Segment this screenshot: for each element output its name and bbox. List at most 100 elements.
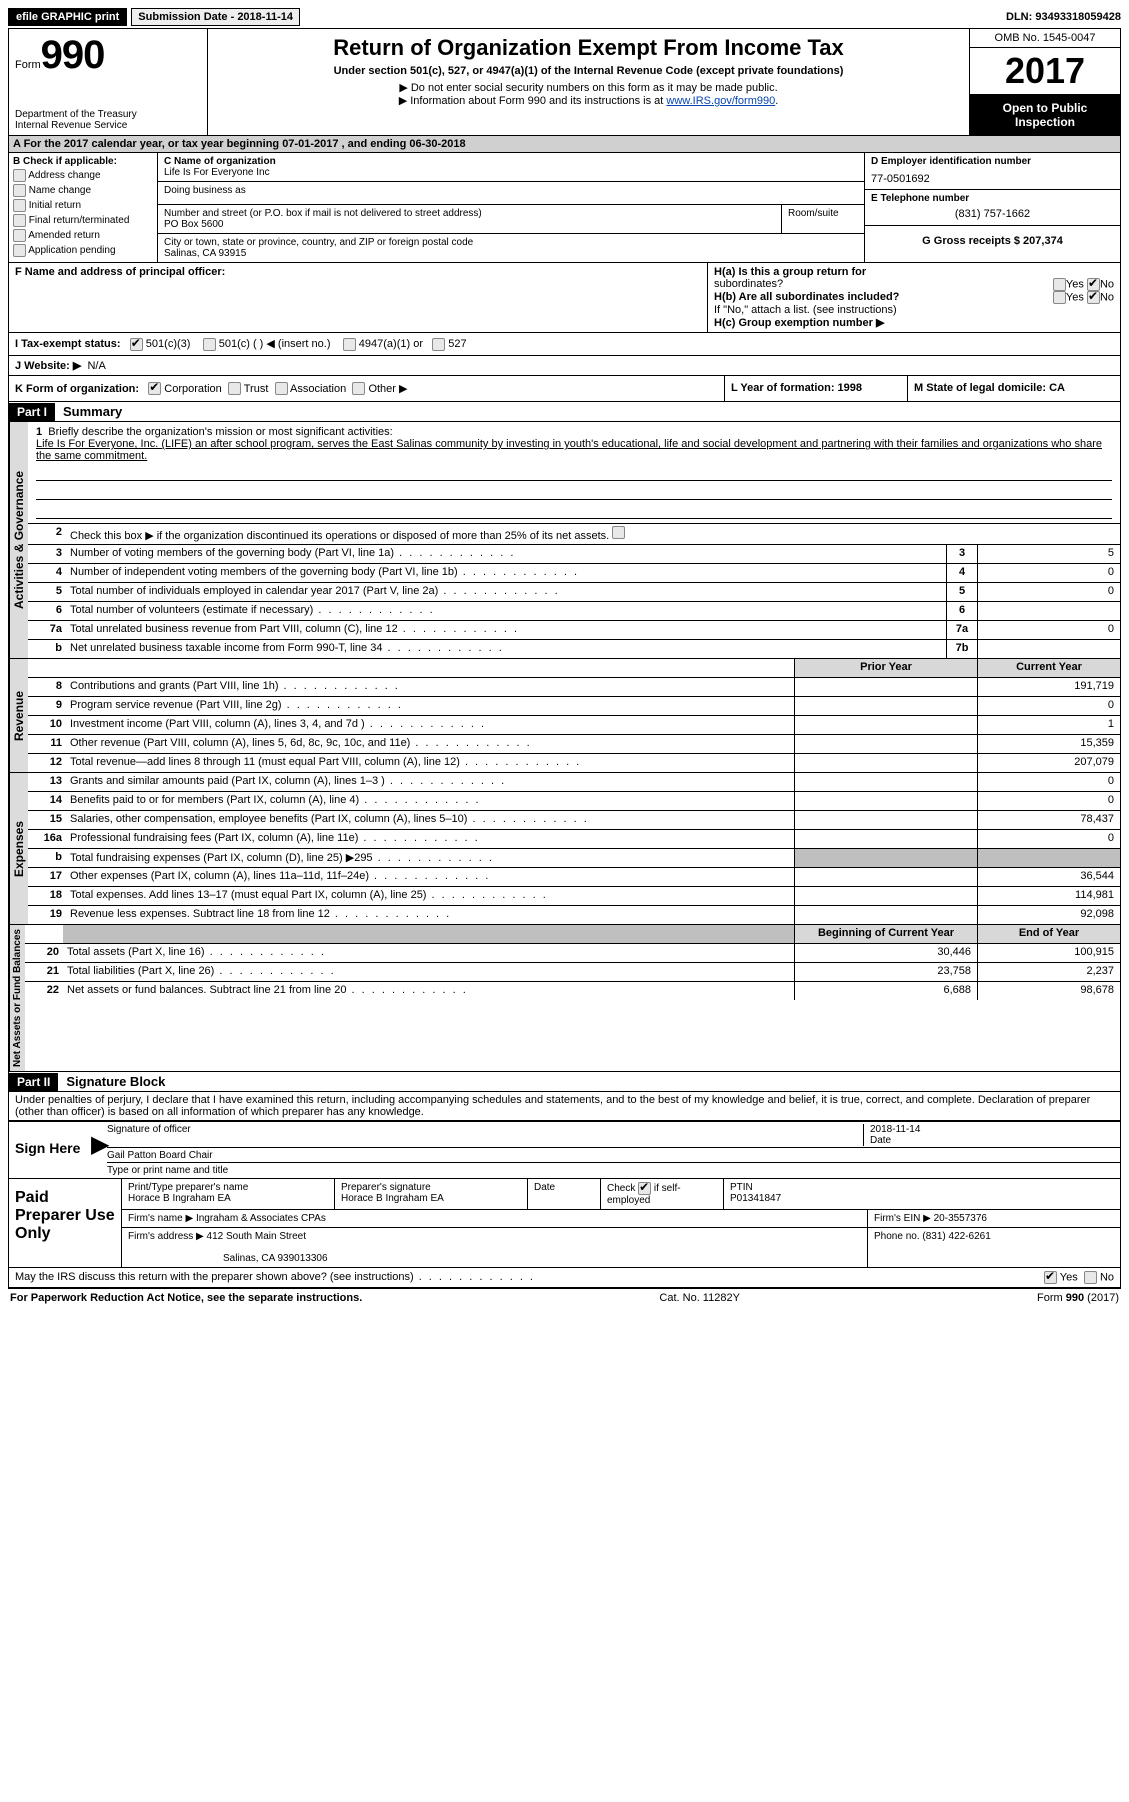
bullet-info-pre: ▶ Information about Form 990 and its ins… bbox=[399, 95, 667, 107]
prep-date-label: Date bbox=[528, 1179, 601, 1209]
sign-arrow-icon: ▶ bbox=[91, 1122, 103, 1178]
discuss-no[interactable] bbox=[1084, 1271, 1097, 1284]
ein-label: D Employer identification number bbox=[871, 156, 1114, 167]
check-trust[interactable] bbox=[228, 382, 241, 395]
check-address-change[interactable] bbox=[13, 169, 26, 182]
efile-button[interactable]: efile GRAPHIC print bbox=[8, 8, 127, 26]
table-row: 5 Total number of individuals employed i… bbox=[28, 583, 1120, 602]
firm-addr2: Salinas, CA 939013306 bbox=[223, 1253, 328, 1264]
table-row: b Total fundraising expenses (Part IX, c… bbox=[28, 849, 1120, 868]
hb-no[interactable] bbox=[1087, 291, 1100, 304]
check-4947[interactable] bbox=[343, 338, 356, 351]
table-row: 21 Total liabilities (Part X, line 26) 2… bbox=[25, 963, 1120, 982]
check-self-employed[interactable] bbox=[638, 1182, 651, 1195]
table-row: 4 Number of independent voting members o… bbox=[28, 564, 1120, 583]
dba-label: Doing business as bbox=[164, 185, 858, 196]
vtab-netassets: Net Assets or Fund Balances bbox=[9, 925, 25, 1071]
table-row: 15 Salaries, other compensation, employe… bbox=[28, 811, 1120, 830]
col-end-year: End of Year bbox=[977, 925, 1120, 943]
part1-header-row: Part I Summary bbox=[9, 402, 1120, 422]
table-row: 6 Total number of volunteers (estimate i… bbox=[28, 602, 1120, 621]
f-h-row: F Name and address of principal officer:… bbox=[9, 263, 1120, 333]
check-name-change[interactable] bbox=[13, 184, 26, 197]
addr-value: PO Box 5600 bbox=[164, 219, 775, 230]
sig-officer-label: Signature of officer bbox=[107, 1124, 863, 1146]
bullet-ssn: ▶ Do not enter social security numbers o… bbox=[216, 81, 961, 94]
ein-value: 77-0501692 bbox=[871, 173, 1114, 185]
mission-block: 1 Briefly describe the organization's mi… bbox=[28, 422, 1120, 523]
ptin-value: P01341847 bbox=[730, 1193, 1114, 1204]
table-row: 22 Net assets or fund balances. Subtract… bbox=[25, 982, 1120, 1000]
form-number: 990 bbox=[41, 33, 105, 77]
column-d-ein: D Employer identification number 77-0501… bbox=[864, 153, 1120, 262]
check-other[interactable] bbox=[352, 382, 365, 395]
form-container: Form990 Department of the Treasury Inter… bbox=[8, 28, 1121, 1289]
sig-date-label: Date bbox=[870, 1135, 1120, 1146]
table-row: 18 Total expenses. Add lines 13–17 (must… bbox=[28, 887, 1120, 906]
check-501c3[interactable] bbox=[130, 338, 143, 351]
sig-date-value: 2018-11-14 bbox=[870, 1124, 1120, 1135]
part2-badge: Part II bbox=[9, 1073, 58, 1091]
check-amended-return[interactable] bbox=[13, 229, 26, 242]
city-label: City or town, state or province, country… bbox=[164, 237, 858, 248]
table-row: 3 Number of voting members of the govern… bbox=[28, 545, 1120, 564]
check-501c[interactable] bbox=[203, 338, 216, 351]
discuss-yes[interactable] bbox=[1044, 1271, 1057, 1284]
firm-name: Ingraham & Associates CPAs bbox=[196, 1213, 326, 1224]
firm-ein: 20-3557376 bbox=[934, 1213, 987, 1224]
table-row: 16a Professional fundraising fees (Part … bbox=[28, 830, 1120, 849]
city-value: Salinas, CA 93915 bbox=[164, 248, 858, 259]
form-header: Form990 Department of the Treasury Inter… bbox=[9, 29, 1120, 136]
page-footer: For Paperwork Reduction Act Notice, see … bbox=[8, 1289, 1121, 1307]
sign-here-label: Sign Here bbox=[9, 1122, 91, 1178]
i-row: I Tax-exempt status: 501(c)(3) 501(c) ( … bbox=[9, 333, 1120, 356]
table-row: 7a Total unrelated business revenue from… bbox=[28, 621, 1120, 640]
table-row: 8 Contributions and grants (Part VIII, l… bbox=[28, 678, 1120, 697]
footer-left: For Paperwork Reduction Act Notice, see … bbox=[10, 1292, 362, 1304]
ha-yes[interactable] bbox=[1053, 278, 1066, 291]
dept-irs: Internal Revenue Service bbox=[15, 120, 201, 131]
discuss-row: May the IRS discuss this return with the… bbox=[9, 1268, 1120, 1288]
org-name: Life Is For Everyone Inc bbox=[164, 167, 858, 178]
form-prefix: Form bbox=[15, 59, 41, 71]
part1-badge: Part I bbox=[9, 403, 55, 421]
mission-text: Life Is For Everyone, Inc. (LIFE) an aft… bbox=[36, 438, 1102, 462]
dln-label: DLN: 93493318059428 bbox=[1006, 11, 1121, 23]
sign-here-block: Sign Here ▶ Signature of officer 2018-11… bbox=[9, 1121, 1120, 1179]
part1-title: Summary bbox=[55, 402, 130, 421]
check-corp[interactable] bbox=[148, 382, 161, 395]
check-discontinued[interactable] bbox=[612, 526, 625, 539]
table-row: 13 Grants and similar amounts paid (Part… bbox=[28, 773, 1120, 792]
info-grid: B Check if applicable: Address change Na… bbox=[9, 153, 1120, 263]
preparer-signature: Horace B Ingraham EA bbox=[341, 1193, 521, 1204]
check-final-return[interactable] bbox=[13, 214, 26, 227]
preparer-label: Paid Preparer Use Only bbox=[9, 1179, 122, 1267]
col-prior-year: Prior Year bbox=[794, 659, 977, 677]
check-initial-return[interactable] bbox=[13, 199, 26, 212]
check-assoc[interactable] bbox=[275, 382, 288, 395]
part2-title: Signature Block bbox=[58, 1072, 173, 1091]
officer-name: Gail Patton Board Chair bbox=[107, 1150, 213, 1161]
table-row: 19 Revenue less expenses. Subtract line … bbox=[28, 906, 1120, 924]
vtab-expenses: Expenses bbox=[9, 773, 28, 924]
governance-section: Activities & Governance 1 Briefly descri… bbox=[9, 422, 1120, 659]
check-527[interactable] bbox=[432, 338, 445, 351]
top-toolbar: efile GRAPHIC print Submission Date - 20… bbox=[8, 8, 1121, 26]
table-row: 14 Benefits paid to or for members (Part… bbox=[28, 792, 1120, 811]
table-row: 9 Program service revenue (Part VIII, li… bbox=[28, 697, 1120, 716]
b-header: B Check if applicable: bbox=[13, 156, 153, 167]
penalty-statement: Under penalties of perjury, I declare th… bbox=[9, 1092, 1120, 1121]
h-section: H(a) Is this a group return for subordin… bbox=[708, 263, 1120, 332]
col-begin-year: Beginning of Current Year bbox=[794, 925, 977, 943]
irs-link[interactable]: www.IRS.gov/form990 bbox=[666, 95, 775, 107]
open-to-public: Open to Public Inspection bbox=[970, 95, 1120, 135]
hb-yes[interactable] bbox=[1053, 291, 1066, 304]
phone-value: (831) 757-1662 bbox=[871, 208, 1114, 220]
type-name-label: Type or print name and title bbox=[107, 1165, 1120, 1176]
year-formation: L Year of formation: 1998 bbox=[731, 382, 862, 394]
phone-label: E Telephone number bbox=[871, 193, 1114, 204]
check-application-pending[interactable] bbox=[13, 244, 26, 257]
part2-header-row: Part II Signature Block bbox=[9, 1072, 1120, 1092]
expenses-section: Expenses 13 Grants and similar amounts p… bbox=[9, 773, 1120, 925]
table-row: 12 Total revenue—add lines 8 through 11 … bbox=[28, 754, 1120, 772]
